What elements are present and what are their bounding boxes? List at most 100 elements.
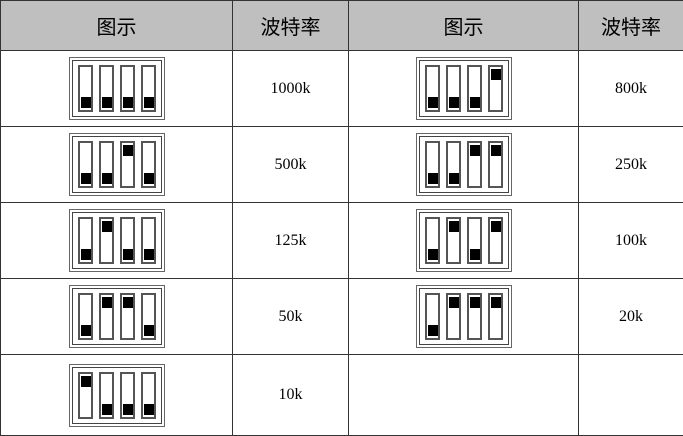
switch-slot <box>119 293 135 340</box>
switch-slot <box>445 293 461 340</box>
dip-switch-cell <box>348 50 579 127</box>
switch-knob-up <box>469 145 480 156</box>
dip-switch-diagram <box>415 57 512 120</box>
switch-slot <box>140 141 156 188</box>
switch-knob-down <box>427 97 438 108</box>
switch-knob-up <box>490 221 501 232</box>
switch-slot <box>466 217 482 264</box>
switch-slot <box>466 65 482 112</box>
switch-slot <box>424 65 440 112</box>
dip-switch-cell <box>0 354 233 436</box>
table-row: 50k 20k <box>0 278 683 355</box>
switch-knob-down <box>427 249 438 260</box>
switch-knob-down <box>101 173 112 184</box>
switch-knob-down <box>122 403 133 415</box>
switch-slot <box>119 371 135 419</box>
dip-switch-cell <box>348 278 579 355</box>
switch-knob-up <box>448 297 459 308</box>
switch-knob-down <box>143 97 154 108</box>
switch-slot <box>98 293 114 340</box>
switch-slot <box>140 65 156 112</box>
switch-slot <box>424 217 440 264</box>
switch-knob-down <box>122 97 133 108</box>
switch-slot <box>445 65 461 112</box>
switch-slot <box>445 141 461 188</box>
switch-slot <box>487 293 503 340</box>
switch-knob-down <box>80 325 91 336</box>
dip-switch-diagram <box>415 285 512 348</box>
switch-knob-up <box>490 297 501 308</box>
switch-knob-down <box>122 249 133 260</box>
dip-switch-cell <box>348 354 579 436</box>
switch-slot <box>466 141 482 188</box>
switch-slot <box>424 141 440 188</box>
baud-rate-cell: 1000k <box>232 50 349 127</box>
dip-switch-cell <box>0 126 233 203</box>
switch-slot <box>119 217 135 264</box>
switch-knob-down <box>143 403 154 415</box>
dip-switch-diagram <box>68 133 165 196</box>
switch-slot <box>487 217 503 264</box>
baud-rate-cell: 500k <box>232 126 349 203</box>
dip-switch-diagram <box>68 363 165 427</box>
switch-knob-up <box>490 69 501 80</box>
dip-switch-cell <box>0 202 233 279</box>
switch-slot <box>140 217 156 264</box>
switch-knob-down <box>469 249 480 260</box>
switch-slot <box>119 141 135 188</box>
switch-slot <box>77 293 93 340</box>
dip-switch-diagram <box>415 209 512 272</box>
dip-switch-cell <box>348 126 579 203</box>
baud-rate-cell: 100k <box>578 202 683 279</box>
dip-switch-diagram <box>68 209 165 272</box>
switch-slot <box>98 371 114 419</box>
switch-knob-down <box>80 173 91 184</box>
switch-knob-up <box>101 297 112 308</box>
switch-knob-up <box>101 221 112 232</box>
switch-slot <box>466 293 482 340</box>
switch-knob-up <box>122 145 133 156</box>
switch-knob-up <box>448 221 459 232</box>
switch-knob-down <box>427 325 438 336</box>
switch-slot <box>77 141 93 188</box>
dip-switch-cell <box>0 50 233 127</box>
table-row: 125k 100k <box>0 202 683 279</box>
switch-knob-up <box>80 375 91 387</box>
switch-knob-down <box>448 97 459 108</box>
switch-slot <box>77 371 93 419</box>
table-row: 10k <box>0 354 683 436</box>
switch-knob-down <box>101 403 112 415</box>
switch-slot <box>487 141 503 188</box>
switch-knob-down <box>80 249 91 260</box>
switch-knob-down <box>143 325 154 336</box>
table-row: 500k 250k <box>0 126 683 203</box>
switch-slot <box>98 141 114 188</box>
switch-knob-down <box>448 173 459 184</box>
switch-slot <box>140 293 156 340</box>
switch-slot <box>119 65 135 112</box>
dip-switch-diagram <box>68 57 165 120</box>
switch-knob-down <box>143 173 154 184</box>
switch-knob-up <box>490 145 501 156</box>
baud-rate-cell: 800k <box>578 50 683 127</box>
baud-rate-cell: 10k <box>232 354 349 436</box>
switch-slot <box>98 65 114 112</box>
baud-rate-cell: 250k <box>578 126 683 203</box>
dip-switch-diagram <box>68 285 165 348</box>
baud-rate-cell <box>578 354 683 436</box>
switch-slot <box>77 217 93 264</box>
header-diagram: 图示 <box>0 0 233 51</box>
table-row: 1000k 800k <box>0 50 683 127</box>
header-baud: 波特率 <box>578 0 683 51</box>
baud-rate-cell: 50k <box>232 278 349 355</box>
header-baud: 波特率 <box>232 0 349 51</box>
switch-slot <box>445 217 461 264</box>
switch-knob-down <box>101 97 112 108</box>
baud-rate-cell: 20k <box>578 278 683 355</box>
switch-knob-up <box>469 297 480 308</box>
switch-slot <box>98 217 114 264</box>
baud-rate-cell: 125k <box>232 202 349 279</box>
switch-knob-down <box>427 173 438 184</box>
switch-slot <box>424 293 440 340</box>
